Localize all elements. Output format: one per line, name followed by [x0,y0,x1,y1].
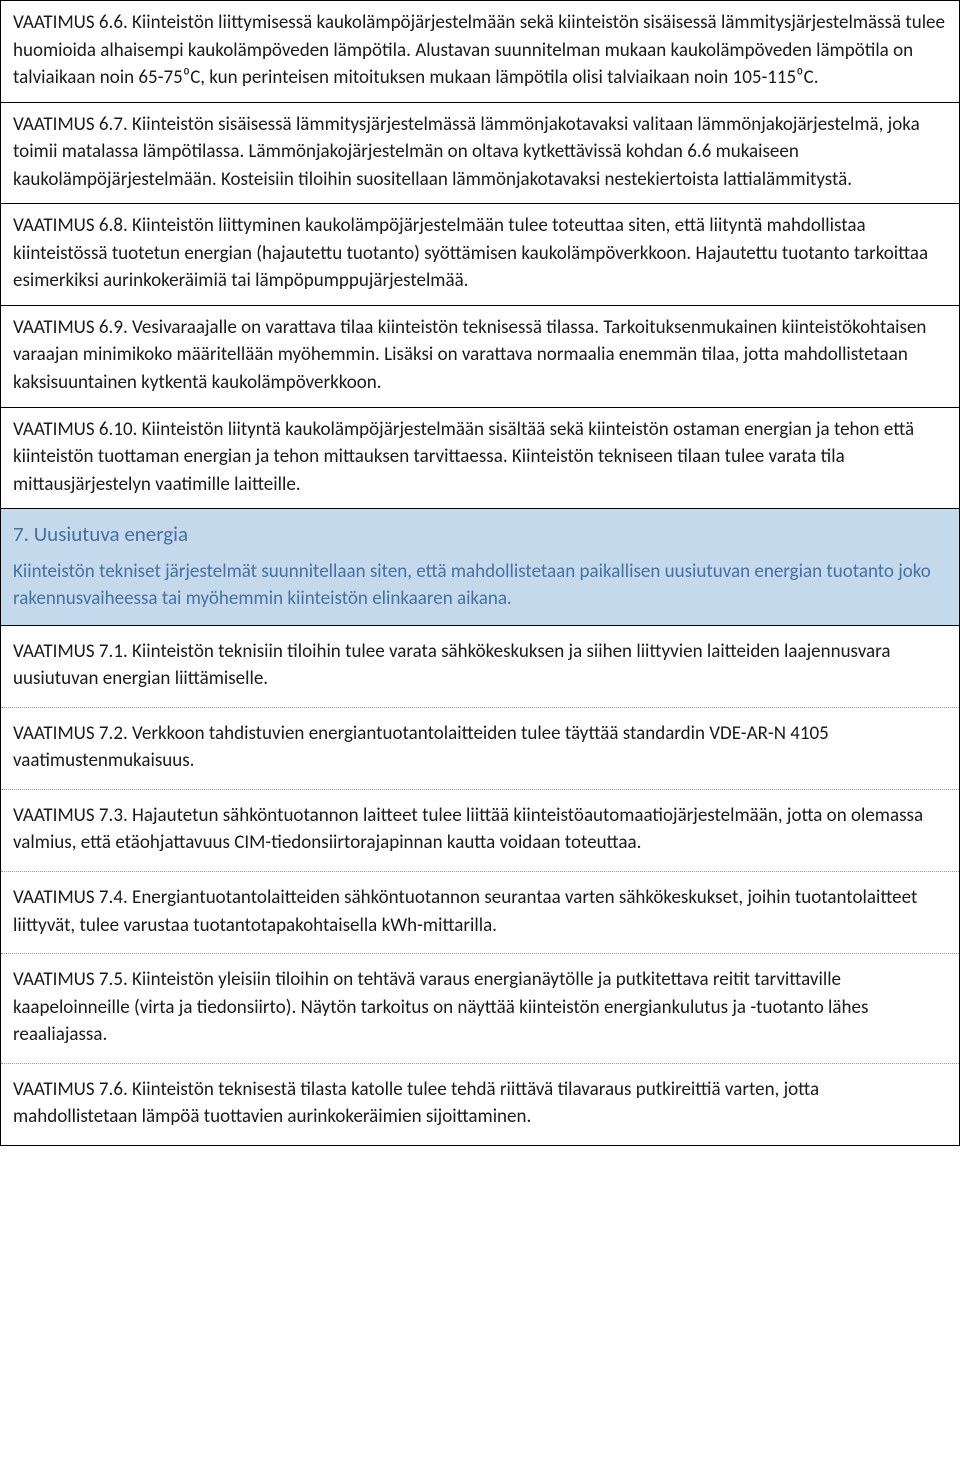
requirement-text: VAATIMUS 6.7. Kiinteistön sisäisessä läm… [13,111,947,194]
requirement-6-7: VAATIMUS 6.7. Kiinteistön sisäisessä läm… [1,103,959,205]
requirement-6-6: VAATIMUS 6.6. Kiinteistön liittymisessä … [1,1,959,103]
requirement-text: VAATIMUS 6.10. Kiinteistön liityntä kauk… [13,416,947,499]
requirement-text: VAATIMUS 7.5. Kiinteistön yleisiin tiloi… [13,966,947,1049]
section-title: 7. Uusiutuva energia [13,519,947,549]
requirement-text: VAATIMUS 6.6. Kiinteistön liittymisessä … [13,9,947,92]
requirement-text: VAATIMUS 6.8. Kiinteistön liittyminen ka… [13,212,947,295]
requirement-text: VAATIMUS 7.1. Kiinteistön teknisiin tilo… [13,638,947,693]
section-heading-7: 7. Uusiutuva energia Kiinteistön teknise… [1,509,959,626]
requirement-7-6: VAATIMUS 7.6. Kiinteistön teknisestä til… [1,1064,959,1145]
requirement-text: VAATIMUS 7.2. Verkkoon tahdistuvien ener… [13,720,947,775]
requirements-document: VAATIMUS 6.6. Kiinteistön liittymisessä … [0,0,960,1146]
requirement-6-8: VAATIMUS 6.8. Kiinteistön liittyminen ka… [1,204,959,306]
requirement-text: VAATIMUS 6.9. Vesivaraajalle on varattav… [13,314,947,397]
requirement-7-2: VAATIMUS 7.2. Verkkoon tahdistuvien ener… [1,708,959,790]
requirement-text: VAATIMUS 7.6. Kiinteistön teknisestä til… [13,1076,947,1131]
requirement-text: VAATIMUS 7.4. Energiantuotantolaitteiden… [13,884,947,939]
section-intro: Kiinteistön tekniset järjestelmät suunni… [13,558,947,613]
requirement-6-10: VAATIMUS 6.10. Kiinteistön liityntä kauk… [1,408,959,510]
requirement-7-3: VAATIMUS 7.3. Hajautetun sähköntuotannon… [1,790,959,872]
requirement-7-1: VAATIMUS 7.1. Kiinteistön teknisiin tilo… [1,626,959,708]
requirement-text: VAATIMUS 7.3. Hajautetun sähköntuotannon… [13,802,947,857]
requirement-6-9: VAATIMUS 6.9. Vesivaraajalle on varattav… [1,306,959,408]
requirement-7-4: VAATIMUS 7.4. Energiantuotantolaitteiden… [1,872,959,954]
requirement-7-5: VAATIMUS 7.5. Kiinteistön yleisiin tiloi… [1,954,959,1064]
